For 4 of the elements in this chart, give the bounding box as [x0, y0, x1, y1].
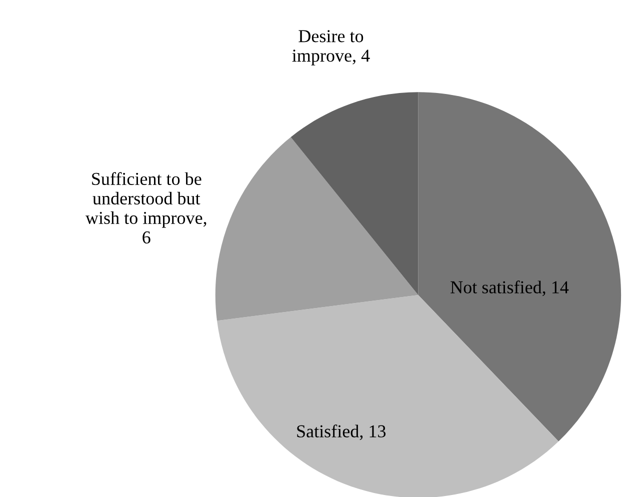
- slice-label: Desire to improve, 4: [292, 30, 370, 66]
- slice-label: Not satisfied, 14: [450, 280, 569, 296]
- slice-label: Sufficient to be understood but wish to improve, 6: [85, 172, 206, 244]
- slice-label: Satisfied, 13: [297, 424, 386, 440]
